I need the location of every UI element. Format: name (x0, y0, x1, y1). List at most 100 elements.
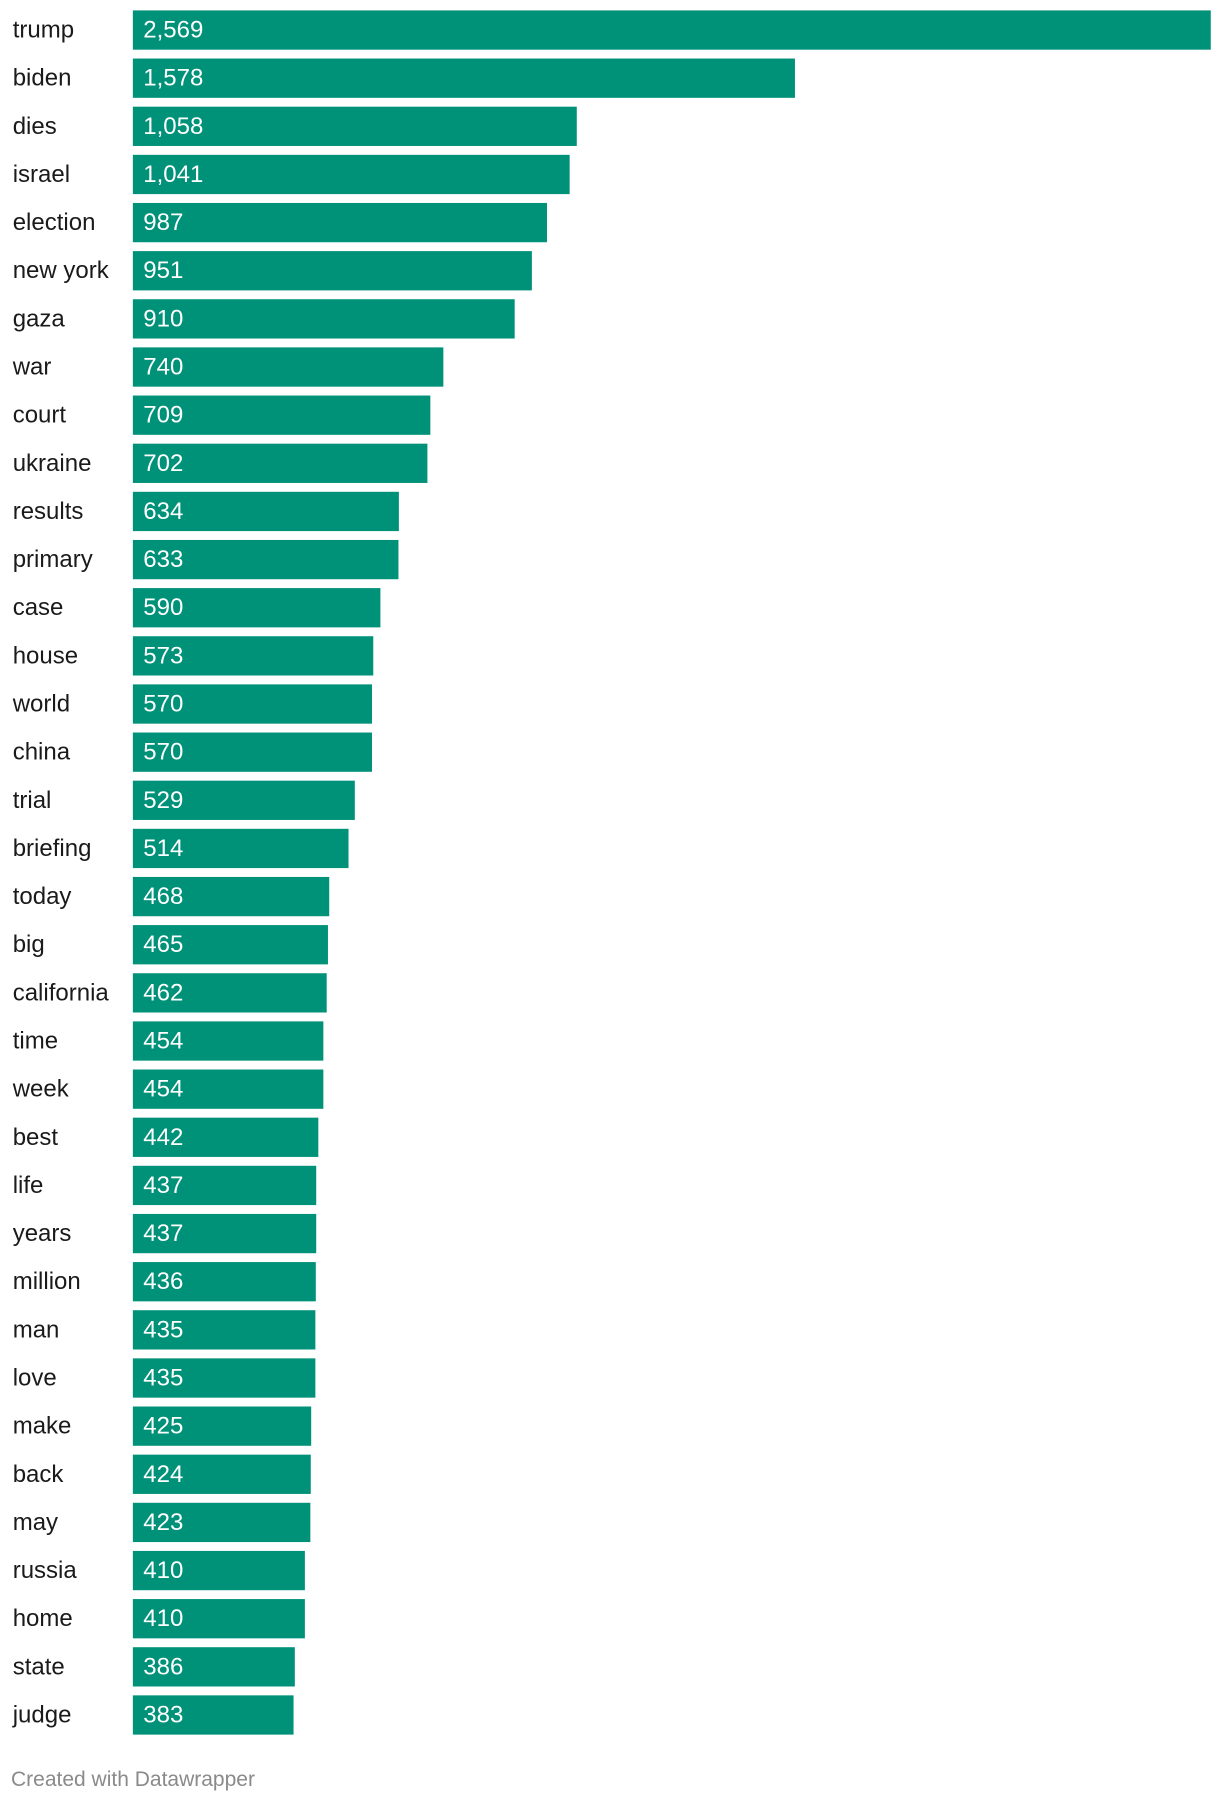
category-label: court (13, 402, 67, 429)
bar (132, 1502, 311, 1543)
bar-value-label: 702 (143, 450, 183, 477)
bar (132, 973, 327, 1013)
category-label: war (12, 354, 52, 381)
bar-row-new-york: new york 951 (13, 251, 532, 291)
category-label: time (13, 1028, 58, 1055)
bar-value-label: 437 (143, 1220, 183, 1247)
bar-row-world: world 570 (12, 684, 373, 724)
bar (132, 828, 349, 869)
bar (132, 876, 330, 917)
bar (132, 780, 355, 820)
category-label: israel (13, 161, 70, 188)
bar (132, 251, 532, 291)
bar (132, 732, 373, 772)
bar-value-label: 514 (143, 835, 183, 862)
category-label: trial (13, 787, 52, 814)
category-label: biden (13, 65, 72, 92)
bar (132, 299, 515, 339)
bar-row-dies: dies 1,058 (13, 106, 577, 146)
bar-value-label: 2,569 (143, 17, 203, 44)
category-label: case (13, 594, 64, 621)
bar-row-years: years 437 (13, 1213, 317, 1254)
bar-value-label: 462 (143, 979, 183, 1006)
bar-row-million: million 436 (13, 1262, 316, 1302)
category-label: dies (13, 113, 57, 140)
bar (132, 58, 795, 98)
bar-value-label: 709 (143, 402, 183, 429)
bar-row-man: man 435 (13, 1310, 316, 1350)
bar (132, 539, 399, 580)
bar-row-china: china 570 (13, 732, 373, 772)
category-label: week (12, 1076, 70, 1103)
bar-value-label: 590 (143, 594, 183, 621)
category-label: china (13, 739, 71, 766)
bar-row-war: war 740 (12, 347, 444, 387)
bar-row-biden: biden 1,578 (13, 58, 795, 98)
category-label: home (13, 1605, 73, 1632)
bar-value-label: 951 (143, 257, 183, 284)
bar-row-best: best 442 (13, 1117, 319, 1157)
category-label: trump (13, 17, 74, 44)
bar-row-results: results 634 (13, 491, 399, 532)
bar-value-label: 529 (143, 787, 183, 814)
bar-row-trial: trial 529 (13, 780, 355, 820)
category-label: house (13, 642, 78, 669)
bar-row-life: life 437 (13, 1165, 317, 1206)
category-label: best (13, 1124, 59, 1151)
bar (132, 443, 428, 483)
bar (132, 202, 547, 243)
bar-value-label: 1,041 (143, 161, 203, 188)
bar-chart: trump 2,569 biden 1,578 dies 1,058 israel 1,041… (12, 10, 1211, 1735)
bar (132, 491, 399, 532)
bar-value-label: 442 (143, 1124, 183, 1151)
bar-value-label: 987 (143, 209, 183, 236)
bar-row-trump: trump 2,569 (13, 10, 1211, 50)
bar (132, 1550, 305, 1591)
bar-value-label: 435 (143, 1316, 183, 1343)
category-label: results (13, 498, 84, 525)
category-label: years (13, 1220, 72, 1247)
bar (132, 395, 431, 435)
bar-value-label: 383 (143, 1701, 183, 1728)
bar-row-case: case 590 (13, 588, 381, 628)
bar-row-time: time 454 (13, 1021, 324, 1061)
category-label: love (13, 1364, 57, 1391)
bar (132, 154, 570, 195)
bar (132, 684, 373, 724)
bar-value-label: 435 (143, 1364, 183, 1391)
bar-row-big: big 465 (13, 925, 328, 965)
bar (132, 1406, 312, 1446)
bar (132, 1599, 305, 1639)
bar-value-label: 424 (143, 1461, 183, 1488)
bar-row-make: make 425 (13, 1406, 312, 1446)
bar-row-may: may 423 (13, 1502, 311, 1543)
datawrapper-credit: Created with Datawrapper (11, 1768, 255, 1791)
category-label: russia (13, 1557, 78, 1584)
category-label: california (13, 979, 110, 1006)
bar (132, 1647, 295, 1687)
bar-value-label: 454 (143, 1028, 183, 1055)
category-label: back (13, 1461, 65, 1488)
bar-value-label: 634 (143, 498, 183, 525)
bar-row-today: today 468 (13, 876, 330, 917)
bar (132, 1069, 324, 1109)
category-label: ukraine (13, 450, 92, 477)
bar-value-label: 468 (143, 883, 183, 910)
bar (132, 925, 328, 965)
bar-value-label: 386 (143, 1653, 183, 1680)
bar (132, 1213, 317, 1254)
category-label: new york (13, 257, 110, 284)
bar-value-label: 454 (143, 1076, 183, 1103)
bar-row-back: back 424 (13, 1454, 311, 1494)
bar-row-gaza: gaza 910 (13, 299, 515, 339)
bar-row-briefing: briefing 514 (13, 828, 349, 869)
bar (132, 347, 444, 387)
bar-value-label: 740 (143, 354, 183, 381)
bar-row-home: home 410 (13, 1599, 305, 1639)
bar-value-label: 633 (143, 546, 183, 573)
category-label: gaza (13, 305, 66, 332)
bar-value-label: 1,578 (143, 65, 203, 92)
bar (132, 10, 1211, 50)
bar-value-label: 410 (143, 1557, 183, 1584)
bar-value-label: 1,058 (143, 113, 203, 140)
